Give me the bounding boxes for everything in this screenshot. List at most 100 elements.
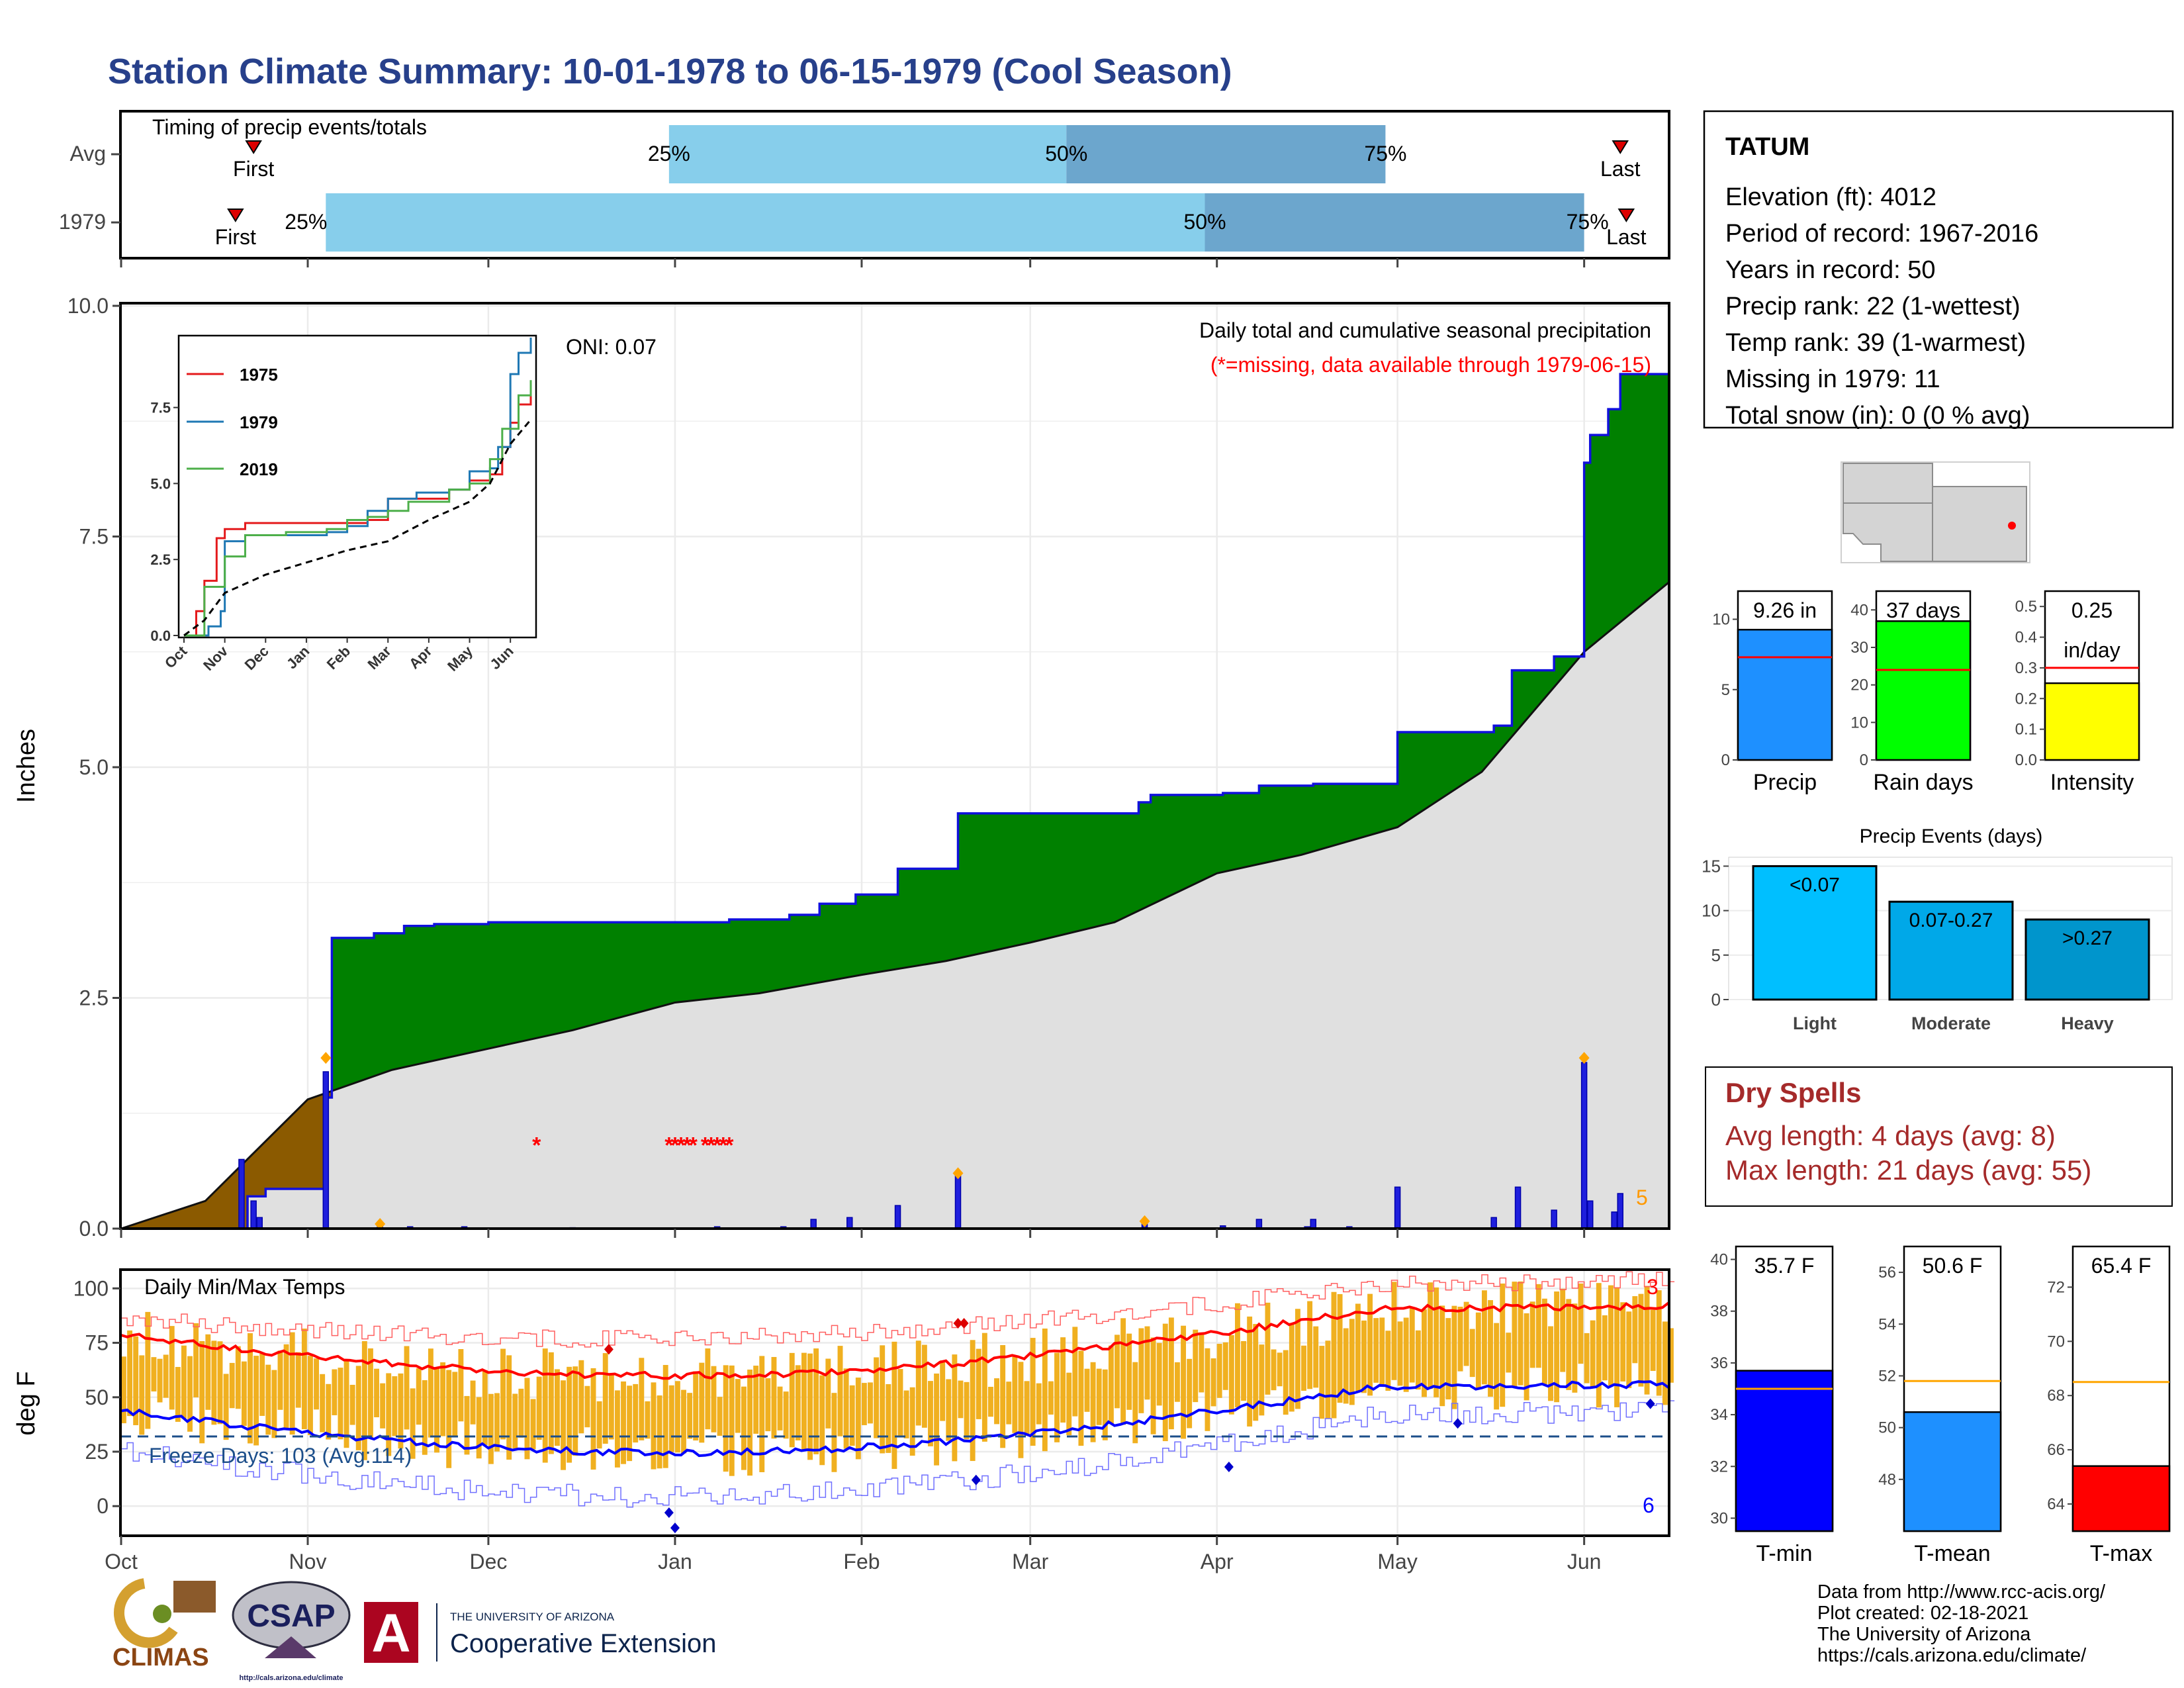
daily-precip-bar bbox=[1255, 1219, 1263, 1229]
daily-temp-bar bbox=[1168, 1317, 1174, 1430]
daily-temp-bar bbox=[1469, 1329, 1475, 1378]
timing-bar-50-75 bbox=[1205, 193, 1584, 252]
daily-temp-bar bbox=[855, 1378, 861, 1460]
daily-temp-bar bbox=[1445, 1318, 1451, 1400]
daily-temp-bar bbox=[1181, 1325, 1187, 1439]
daily-temp-bar bbox=[1210, 1358, 1216, 1407]
station-line-4: Precip rank: 22 (1-wettest) bbox=[1725, 293, 2021, 320]
daily-temp-bar bbox=[1494, 1323, 1500, 1410]
daily-temp-bar bbox=[1096, 1368, 1102, 1425]
daily-precip-bar bbox=[1586, 1200, 1594, 1229]
daily-temp-bar bbox=[868, 1382, 873, 1424]
daily-temp-bar bbox=[217, 1341, 223, 1425]
daily-temp-bar bbox=[567, 1366, 572, 1463]
daily-temp-bar bbox=[1090, 1362, 1096, 1442]
daily-temp-bar bbox=[1289, 1323, 1295, 1412]
precip-ytick-label: 10.0 bbox=[68, 294, 109, 318]
daily-temp-bar bbox=[157, 1358, 163, 1403]
inset-legend: 1975 1979 2019 bbox=[187, 365, 278, 479]
timing-panel: Timing of precip events/totals 25% 50% 75%… bbox=[59, 110, 1670, 259]
summary-ytick-label: 10 bbox=[1712, 611, 1730, 629]
daily-temp-bar bbox=[1500, 1283, 1506, 1407]
daily-temp-bar bbox=[145, 1311, 151, 1429]
station-box: TATUM Elevation (ft): 4012 Period of rec… bbox=[1703, 110, 2174, 430]
summary-ytick-label: 0 bbox=[1721, 751, 1730, 769]
logo-climas-text: CLIMAS bbox=[113, 1644, 209, 1671]
last-label: Last bbox=[1600, 157, 1641, 181]
daily-temp-bar bbox=[1578, 1283, 1584, 1364]
daily-temp-bar bbox=[392, 1376, 398, 1436]
daily-temp-bar bbox=[837, 1346, 843, 1436]
missing-marker: * bbox=[689, 1133, 698, 1158]
missing-marker: * bbox=[707, 1133, 716, 1158]
daily-temp-bar bbox=[777, 1386, 783, 1430]
daily-temp-bar bbox=[205, 1334, 211, 1410]
temp-ytick-label: 75 bbox=[85, 1331, 109, 1355]
month-tick-label: Mar bbox=[1012, 1550, 1048, 1573]
summary-ytick-label: 30 bbox=[1710, 1509, 1728, 1527]
summary-value-bar bbox=[2044, 682, 2140, 761]
daily-temp-bar bbox=[139, 1355, 145, 1435]
csap-logo: CSAP http://cals.arizona.edu/climate bbox=[232, 1581, 351, 1682]
events-ytick-label: 15 bbox=[1702, 856, 1721, 876]
daily-temp-bar bbox=[651, 1382, 657, 1470]
daily-temp-bar bbox=[1379, 1317, 1385, 1387]
daily-temp-bar bbox=[1265, 1302, 1271, 1395]
daily-temp-bar bbox=[133, 1336, 139, 1425]
daily-temp-bar bbox=[1355, 1303, 1361, 1391]
daily-temp-bar bbox=[1518, 1281, 1524, 1385]
daily-temp-bar bbox=[578, 1360, 584, 1434]
daily-temp-bar bbox=[747, 1369, 753, 1476]
last-label: Last bbox=[1606, 225, 1647, 249]
footer-credits: Data from http://www.rcc-acis.org/ Plot … bbox=[1817, 1581, 2106, 1666]
daily-temp-bar bbox=[1650, 1309, 1656, 1372]
daily-precip-bar bbox=[1617, 1193, 1623, 1229]
daily-temp-bar bbox=[169, 1326, 175, 1410]
daily-temp-bar bbox=[765, 1378, 771, 1432]
summary-value-label: 50.6 F bbox=[1923, 1254, 1983, 1278]
daily-temp-bar bbox=[861, 1383, 867, 1425]
temp-panel: 0 25 50 75 100 Daily Min/Max Temps Freeze Da… bbox=[13, 258, 1675, 1573]
daily-precip-bar bbox=[954, 1172, 962, 1229]
month-tick-label: Dec bbox=[469, 1550, 507, 1573]
station-line-3: Years in record: 50 bbox=[1725, 256, 1936, 284]
daily-temp-bar bbox=[1078, 1350, 1084, 1446]
daily-temp-bar bbox=[283, 1344, 289, 1430]
events-category-label: Heavy bbox=[2061, 1013, 2114, 1033]
daily-temp-bar bbox=[416, 1368, 422, 1425]
daily-temp-bar bbox=[958, 1380, 964, 1419]
daily-temp-bar bbox=[1175, 1362, 1180, 1402]
observed-cumulative-line bbox=[121, 373, 1668, 1230]
daily-temp-bar bbox=[934, 1373, 940, 1466]
inset-legend-2019: 2019 bbox=[240, 459, 278, 479]
first-marker bbox=[245, 140, 262, 154]
summary-category-label: T-max bbox=[2090, 1541, 2152, 1566]
inset-series-line bbox=[184, 380, 532, 637]
events-bar-label: >0.27 bbox=[2062, 927, 2113, 949]
daily-temp-bar bbox=[452, 1372, 458, 1437]
daily-temp-bar bbox=[1018, 1362, 1024, 1458]
daily-temp-bar bbox=[1596, 1283, 1602, 1408]
first-marker bbox=[227, 209, 244, 222]
daily-temp-bar bbox=[674, 1381, 680, 1453]
daily-temp-bar bbox=[530, 1399, 536, 1450]
daily-temp-bar bbox=[994, 1378, 1000, 1425]
daily-temp-bar bbox=[271, 1370, 277, 1438]
month-tick-label: Nov bbox=[289, 1550, 327, 1573]
first-label: First bbox=[233, 157, 274, 181]
daily-temp-bar bbox=[410, 1388, 416, 1459]
daily-temp-bar bbox=[1150, 1337, 1156, 1434]
daily-temp-bar bbox=[367, 1348, 373, 1439]
daily-temp-bar bbox=[1048, 1381, 1054, 1415]
daily-temp-bar bbox=[891, 1341, 897, 1470]
daily-temp-bar bbox=[187, 1356, 193, 1432]
daily-temp-bar bbox=[584, 1385, 590, 1428]
events-bar bbox=[2025, 918, 2150, 1001]
daily-temp-bar bbox=[1397, 1321, 1403, 1386]
daily-temp-bar bbox=[753, 1366, 759, 1434]
logo-ua-small: THE UNIVERSITY OF ARIZONA bbox=[450, 1611, 615, 1623]
daily-temp-bar bbox=[259, 1353, 265, 1416]
daily-temp-bar bbox=[1331, 1291, 1337, 1419]
missing-marker: * bbox=[664, 1133, 674, 1158]
daily-temp-bar bbox=[657, 1395, 662, 1469]
